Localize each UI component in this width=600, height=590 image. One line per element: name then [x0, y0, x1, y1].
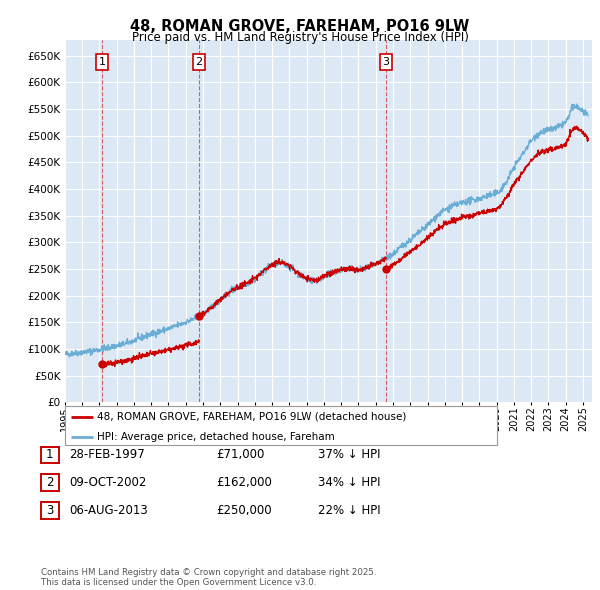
- Text: 2: 2: [196, 57, 203, 67]
- Text: £71,000: £71,000: [216, 448, 265, 461]
- Text: £250,000: £250,000: [216, 504, 272, 517]
- Text: 1: 1: [46, 448, 53, 461]
- Text: 34% ↓ HPI: 34% ↓ HPI: [318, 476, 380, 489]
- Text: HPI: Average price, detached house, Fareham: HPI: Average price, detached house, Fare…: [97, 432, 335, 442]
- Text: 3: 3: [46, 504, 53, 517]
- Text: 06-AUG-2013: 06-AUG-2013: [69, 504, 148, 517]
- Text: Price paid vs. HM Land Registry's House Price Index (HPI): Price paid vs. HM Land Registry's House …: [131, 31, 469, 44]
- Text: 28-FEB-1997: 28-FEB-1997: [69, 448, 145, 461]
- Text: 1: 1: [98, 57, 106, 67]
- Text: Contains HM Land Registry data © Crown copyright and database right 2025.
This d: Contains HM Land Registry data © Crown c…: [41, 568, 376, 587]
- Text: 09-OCT-2002: 09-OCT-2002: [69, 476, 146, 489]
- Text: 22% ↓ HPI: 22% ↓ HPI: [318, 504, 380, 517]
- Text: 48, ROMAN GROVE, FAREHAM, PO16 9LW: 48, ROMAN GROVE, FAREHAM, PO16 9LW: [130, 19, 470, 34]
- Text: 48, ROMAN GROVE, FAREHAM, PO16 9LW (detached house): 48, ROMAN GROVE, FAREHAM, PO16 9LW (deta…: [97, 412, 407, 422]
- Text: 37% ↓ HPI: 37% ↓ HPI: [318, 448, 380, 461]
- Text: £162,000: £162,000: [216, 476, 272, 489]
- Text: 2: 2: [46, 476, 53, 489]
- Text: 3: 3: [383, 57, 389, 67]
